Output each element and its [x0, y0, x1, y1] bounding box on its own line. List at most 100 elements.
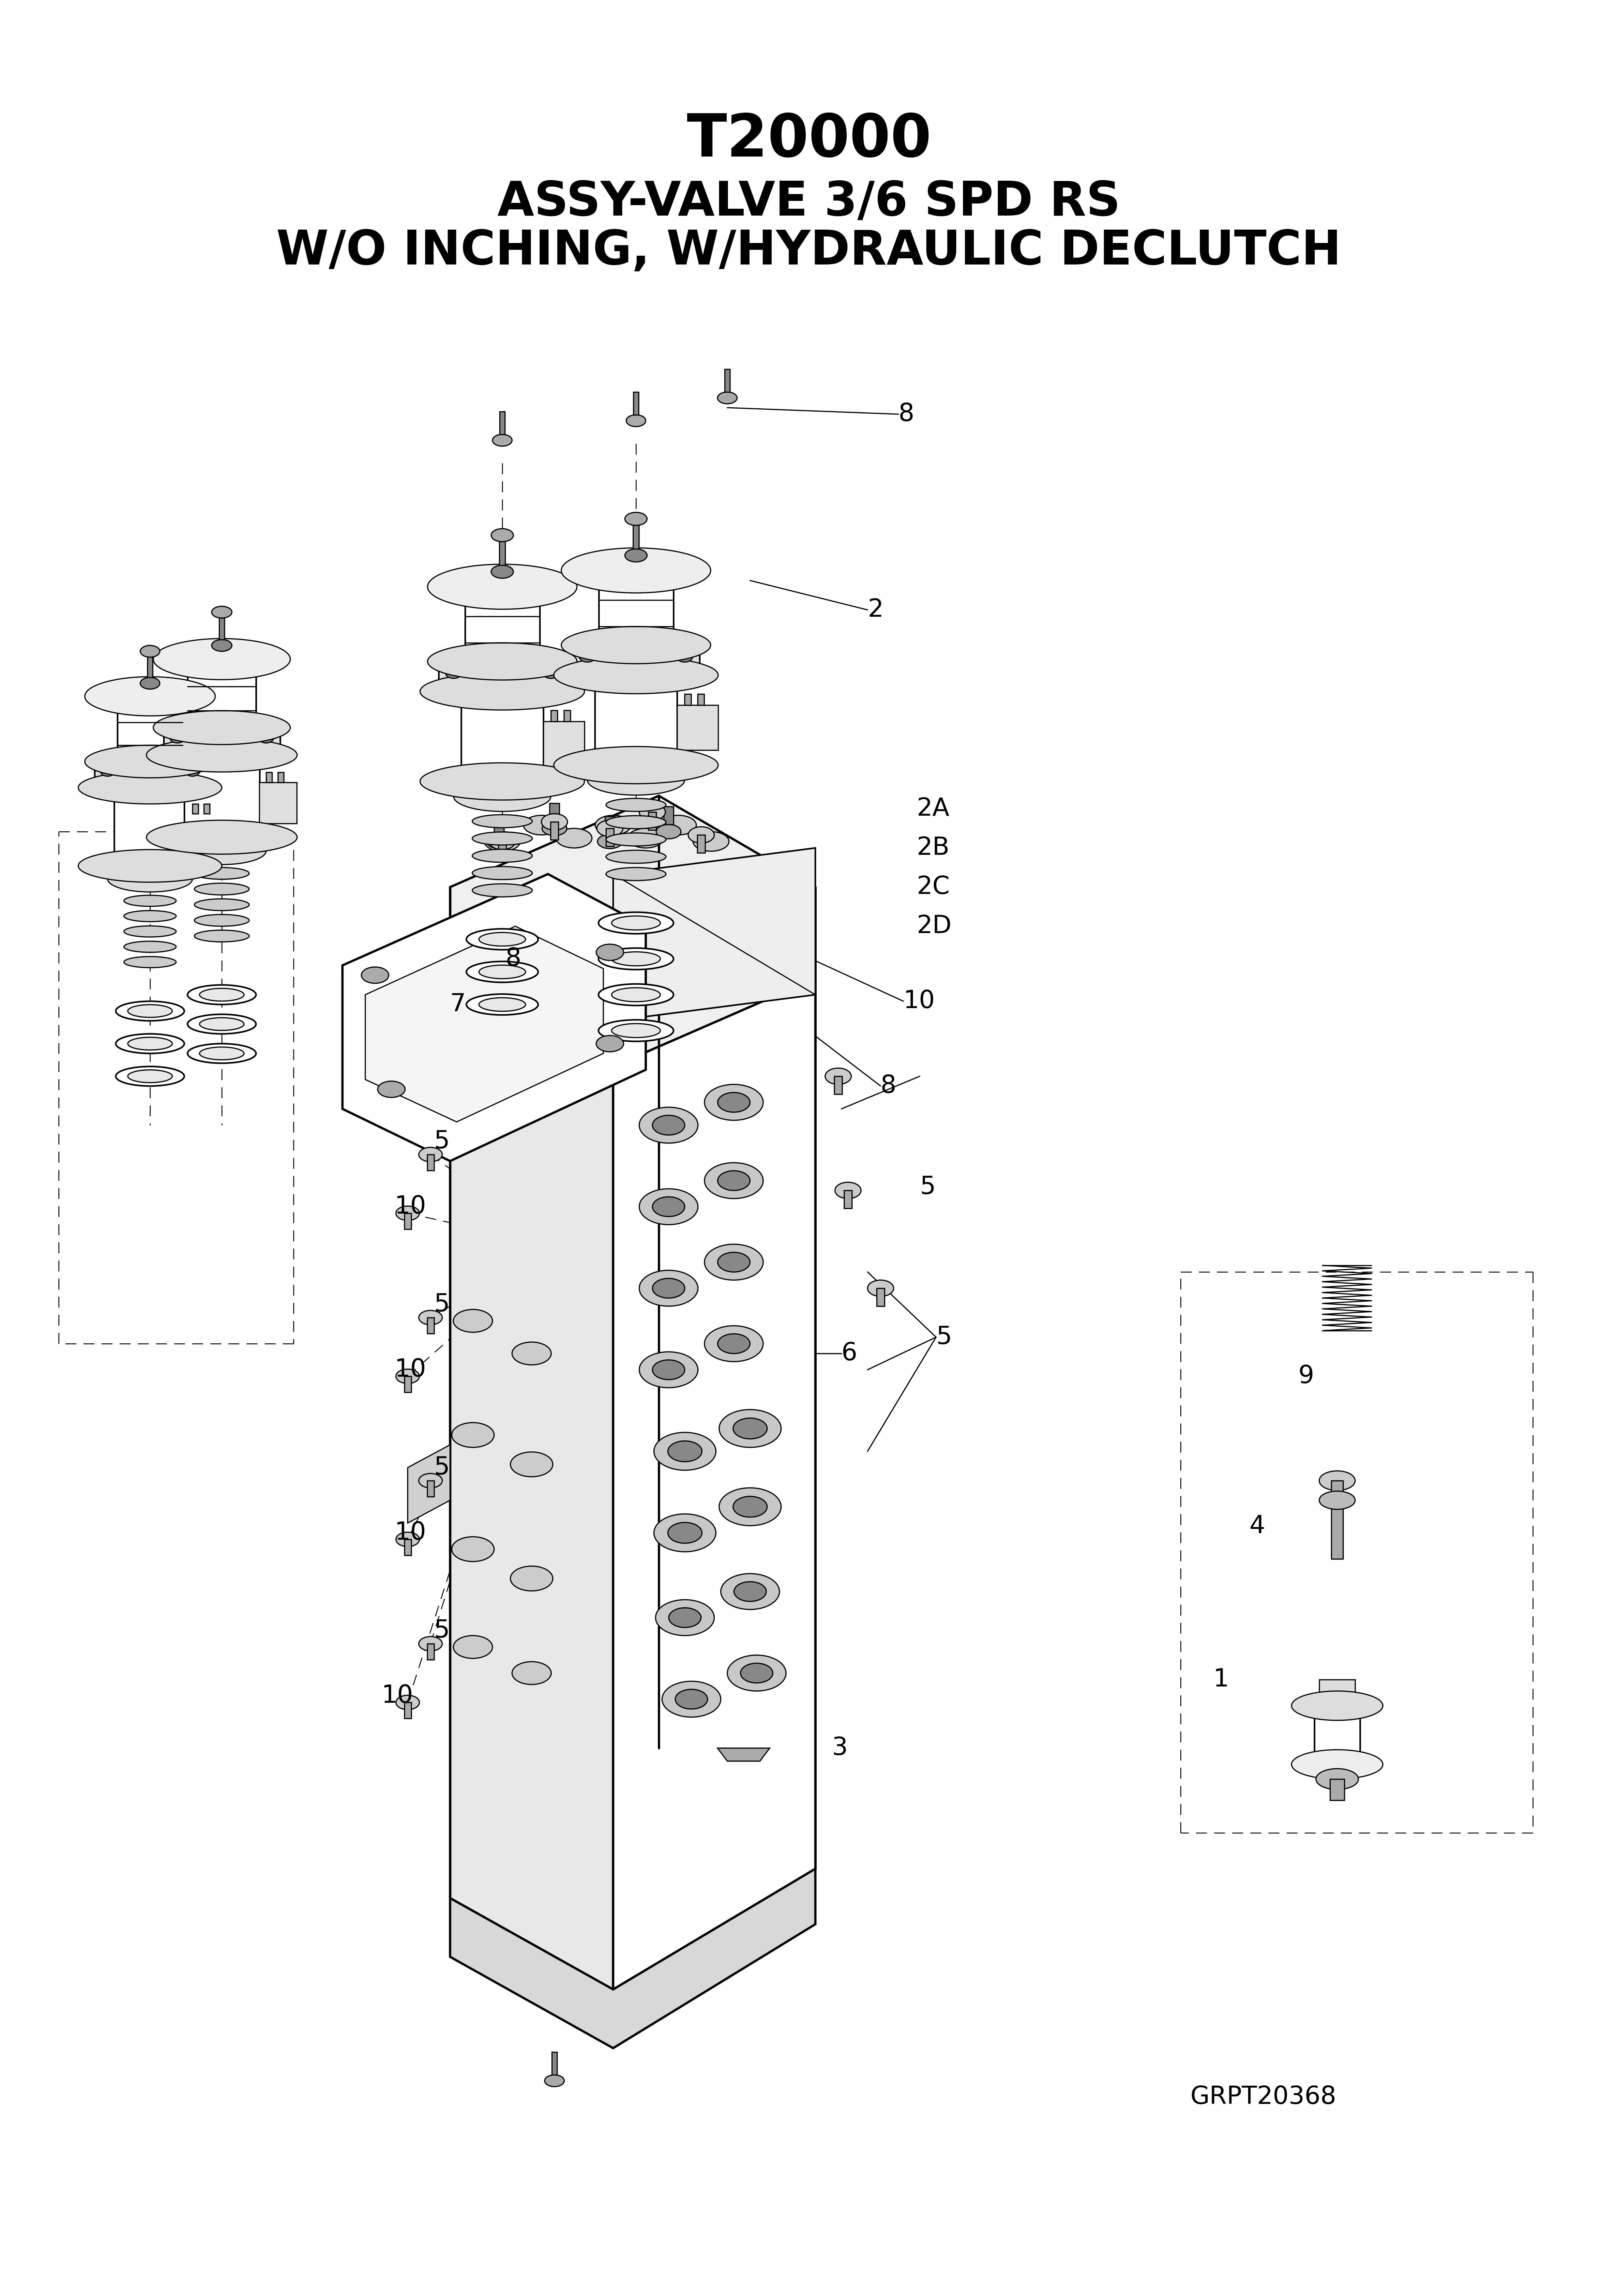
Bar — [163, 728, 280, 748]
Text: 3: 3 — [832, 1736, 848, 1761]
Ellipse shape — [510, 1566, 553, 1591]
Ellipse shape — [479, 999, 526, 1010]
Ellipse shape — [116, 1065, 184, 1086]
Bar — [94, 762, 205, 781]
Ellipse shape — [612, 953, 660, 967]
Ellipse shape — [361, 967, 388, 983]
Ellipse shape — [194, 884, 249, 895]
Bar — [404, 1212, 411, 1228]
Text: 5: 5 — [434, 1130, 450, 1153]
Ellipse shape — [453, 781, 550, 810]
Ellipse shape — [652, 1116, 684, 1134]
Ellipse shape — [545, 2076, 565, 2087]
Ellipse shape — [510, 1451, 553, 1476]
Ellipse shape — [652, 1279, 684, 1297]
Ellipse shape — [652, 1196, 684, 1217]
Bar — [493, 817, 503, 833]
Polygon shape — [613, 847, 815, 1022]
Ellipse shape — [511, 1662, 552, 1685]
Polygon shape — [450, 797, 815, 1065]
Ellipse shape — [154, 712, 290, 744]
Ellipse shape — [718, 1093, 751, 1111]
Polygon shape — [343, 875, 646, 1162]
Bar — [835, 1077, 841, 1095]
Ellipse shape — [704, 1325, 764, 1362]
Ellipse shape — [492, 434, 511, 445]
Ellipse shape — [188, 1045, 256, 1063]
Text: GRPT20368: GRPT20368 — [1191, 2085, 1336, 2110]
Ellipse shape — [1291, 1692, 1383, 1720]
Ellipse shape — [451, 1536, 493, 1561]
Ellipse shape — [212, 606, 231, 618]
Ellipse shape — [542, 813, 568, 831]
Bar — [725, 370, 730, 393]
Bar — [427, 1155, 434, 1171]
Ellipse shape — [553, 657, 718, 693]
Text: 10: 10 — [382, 1683, 413, 1708]
Ellipse shape — [484, 831, 521, 852]
Ellipse shape — [445, 668, 461, 677]
Ellipse shape — [199, 1017, 244, 1031]
Ellipse shape — [419, 1148, 442, 1162]
Ellipse shape — [599, 985, 673, 1006]
Polygon shape — [1311, 1692, 1364, 1717]
Ellipse shape — [639, 804, 665, 820]
Text: 2: 2 — [867, 597, 883, 622]
Bar — [500, 411, 505, 434]
Ellipse shape — [419, 1311, 442, 1325]
Ellipse shape — [741, 1662, 773, 1683]
Ellipse shape — [652, 1359, 684, 1380]
Bar — [1314, 1706, 1361, 1763]
Ellipse shape — [396, 1531, 419, 1548]
Ellipse shape — [492, 565, 513, 579]
Bar — [599, 569, 673, 645]
Ellipse shape — [419, 1474, 442, 1488]
Ellipse shape — [720, 1573, 780, 1609]
Ellipse shape — [1315, 1768, 1359, 1789]
Ellipse shape — [704, 1162, 764, 1199]
Ellipse shape — [178, 838, 265, 866]
Ellipse shape — [472, 815, 532, 829]
Ellipse shape — [78, 771, 222, 804]
Bar — [498, 840, 506, 859]
Ellipse shape — [212, 641, 231, 652]
Ellipse shape — [733, 1419, 767, 1440]
Bar — [697, 693, 704, 705]
Bar — [147, 652, 152, 677]
Bar — [552, 2053, 557, 2076]
Ellipse shape — [542, 822, 566, 836]
Bar — [550, 709, 557, 721]
Bar — [427, 1481, 434, 1497]
Ellipse shape — [668, 1522, 702, 1543]
Ellipse shape — [472, 831, 532, 845]
Ellipse shape — [419, 1637, 442, 1651]
Ellipse shape — [1319, 1472, 1356, 1490]
Ellipse shape — [466, 994, 539, 1015]
Bar — [877, 1288, 885, 1306]
Text: 2B: 2B — [916, 836, 950, 861]
Ellipse shape — [639, 1107, 697, 1143]
Ellipse shape — [825, 1068, 851, 1084]
Ellipse shape — [141, 677, 160, 689]
Ellipse shape — [78, 850, 222, 882]
Ellipse shape — [688, 827, 714, 843]
Ellipse shape — [668, 1607, 701, 1628]
Ellipse shape — [147, 820, 298, 854]
Bar — [265, 771, 272, 783]
Ellipse shape — [141, 645, 160, 657]
Bar — [461, 691, 544, 781]
Ellipse shape — [100, 767, 115, 776]
Ellipse shape — [561, 549, 710, 592]
Text: 7: 7 — [450, 992, 466, 1017]
Ellipse shape — [396, 1368, 419, 1384]
Bar — [565, 709, 571, 721]
Bar — [186, 813, 222, 852]
Bar — [1319, 1681, 1356, 1706]
Bar — [550, 822, 558, 840]
Ellipse shape — [377, 1081, 404, 1097]
Text: 1: 1 — [1214, 1667, 1230, 1692]
Ellipse shape — [188, 985, 256, 1006]
Bar — [605, 817, 615, 833]
Ellipse shape — [427, 643, 578, 680]
Bar — [193, 804, 199, 813]
